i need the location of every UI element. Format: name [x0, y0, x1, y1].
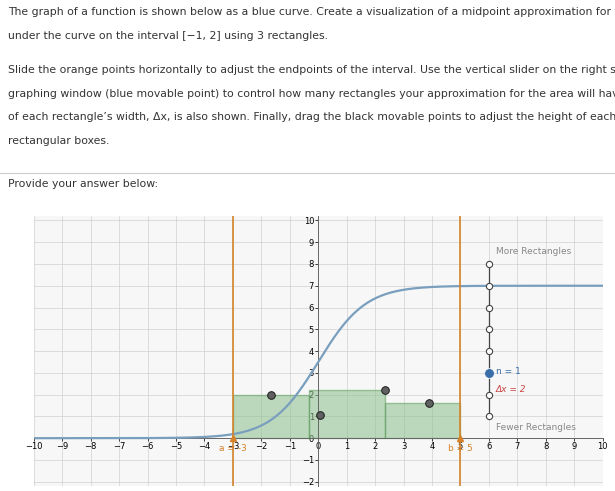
Bar	[384, 403, 461, 438]
Text: Δx = 2: Δx = 2	[496, 384, 526, 394]
Text: of each rectangle’s width, Δx, is also shown. Finally, drag the black movable po: of each rectangle’s width, Δx, is also s…	[8, 112, 615, 122]
Text: The graph of a function is shown below as a blue curve. Create a visualization o: The graph of a function is shown below a…	[8, 7, 615, 17]
Bar	[309, 390, 384, 438]
Text: a = -3: a = -3	[219, 444, 247, 453]
Text: Provide your answer below:: Provide your answer below:	[8, 179, 158, 189]
Text: graphing window (blue movable point) to control how many rectangles your approxi: graphing window (blue movable point) to …	[8, 89, 615, 99]
Text: Fewer Rectangles: Fewer Rectangles	[496, 423, 576, 432]
Text: More Rectangles: More Rectangles	[496, 247, 571, 256]
Text: n = 1: n = 1	[496, 367, 521, 376]
Text: rectangular boxes.: rectangular boxes.	[8, 136, 109, 146]
Text: Slide the orange points horizontally to adjust the endpoints of the interval. Us: Slide the orange points horizontally to …	[8, 65, 615, 75]
Text: under the curve on the interval [−1, 2] using 3 rectangles.: under the curve on the interval [−1, 2] …	[8, 31, 328, 41]
Bar	[233, 395, 309, 438]
Text: b = 5: b = 5	[448, 444, 473, 453]
